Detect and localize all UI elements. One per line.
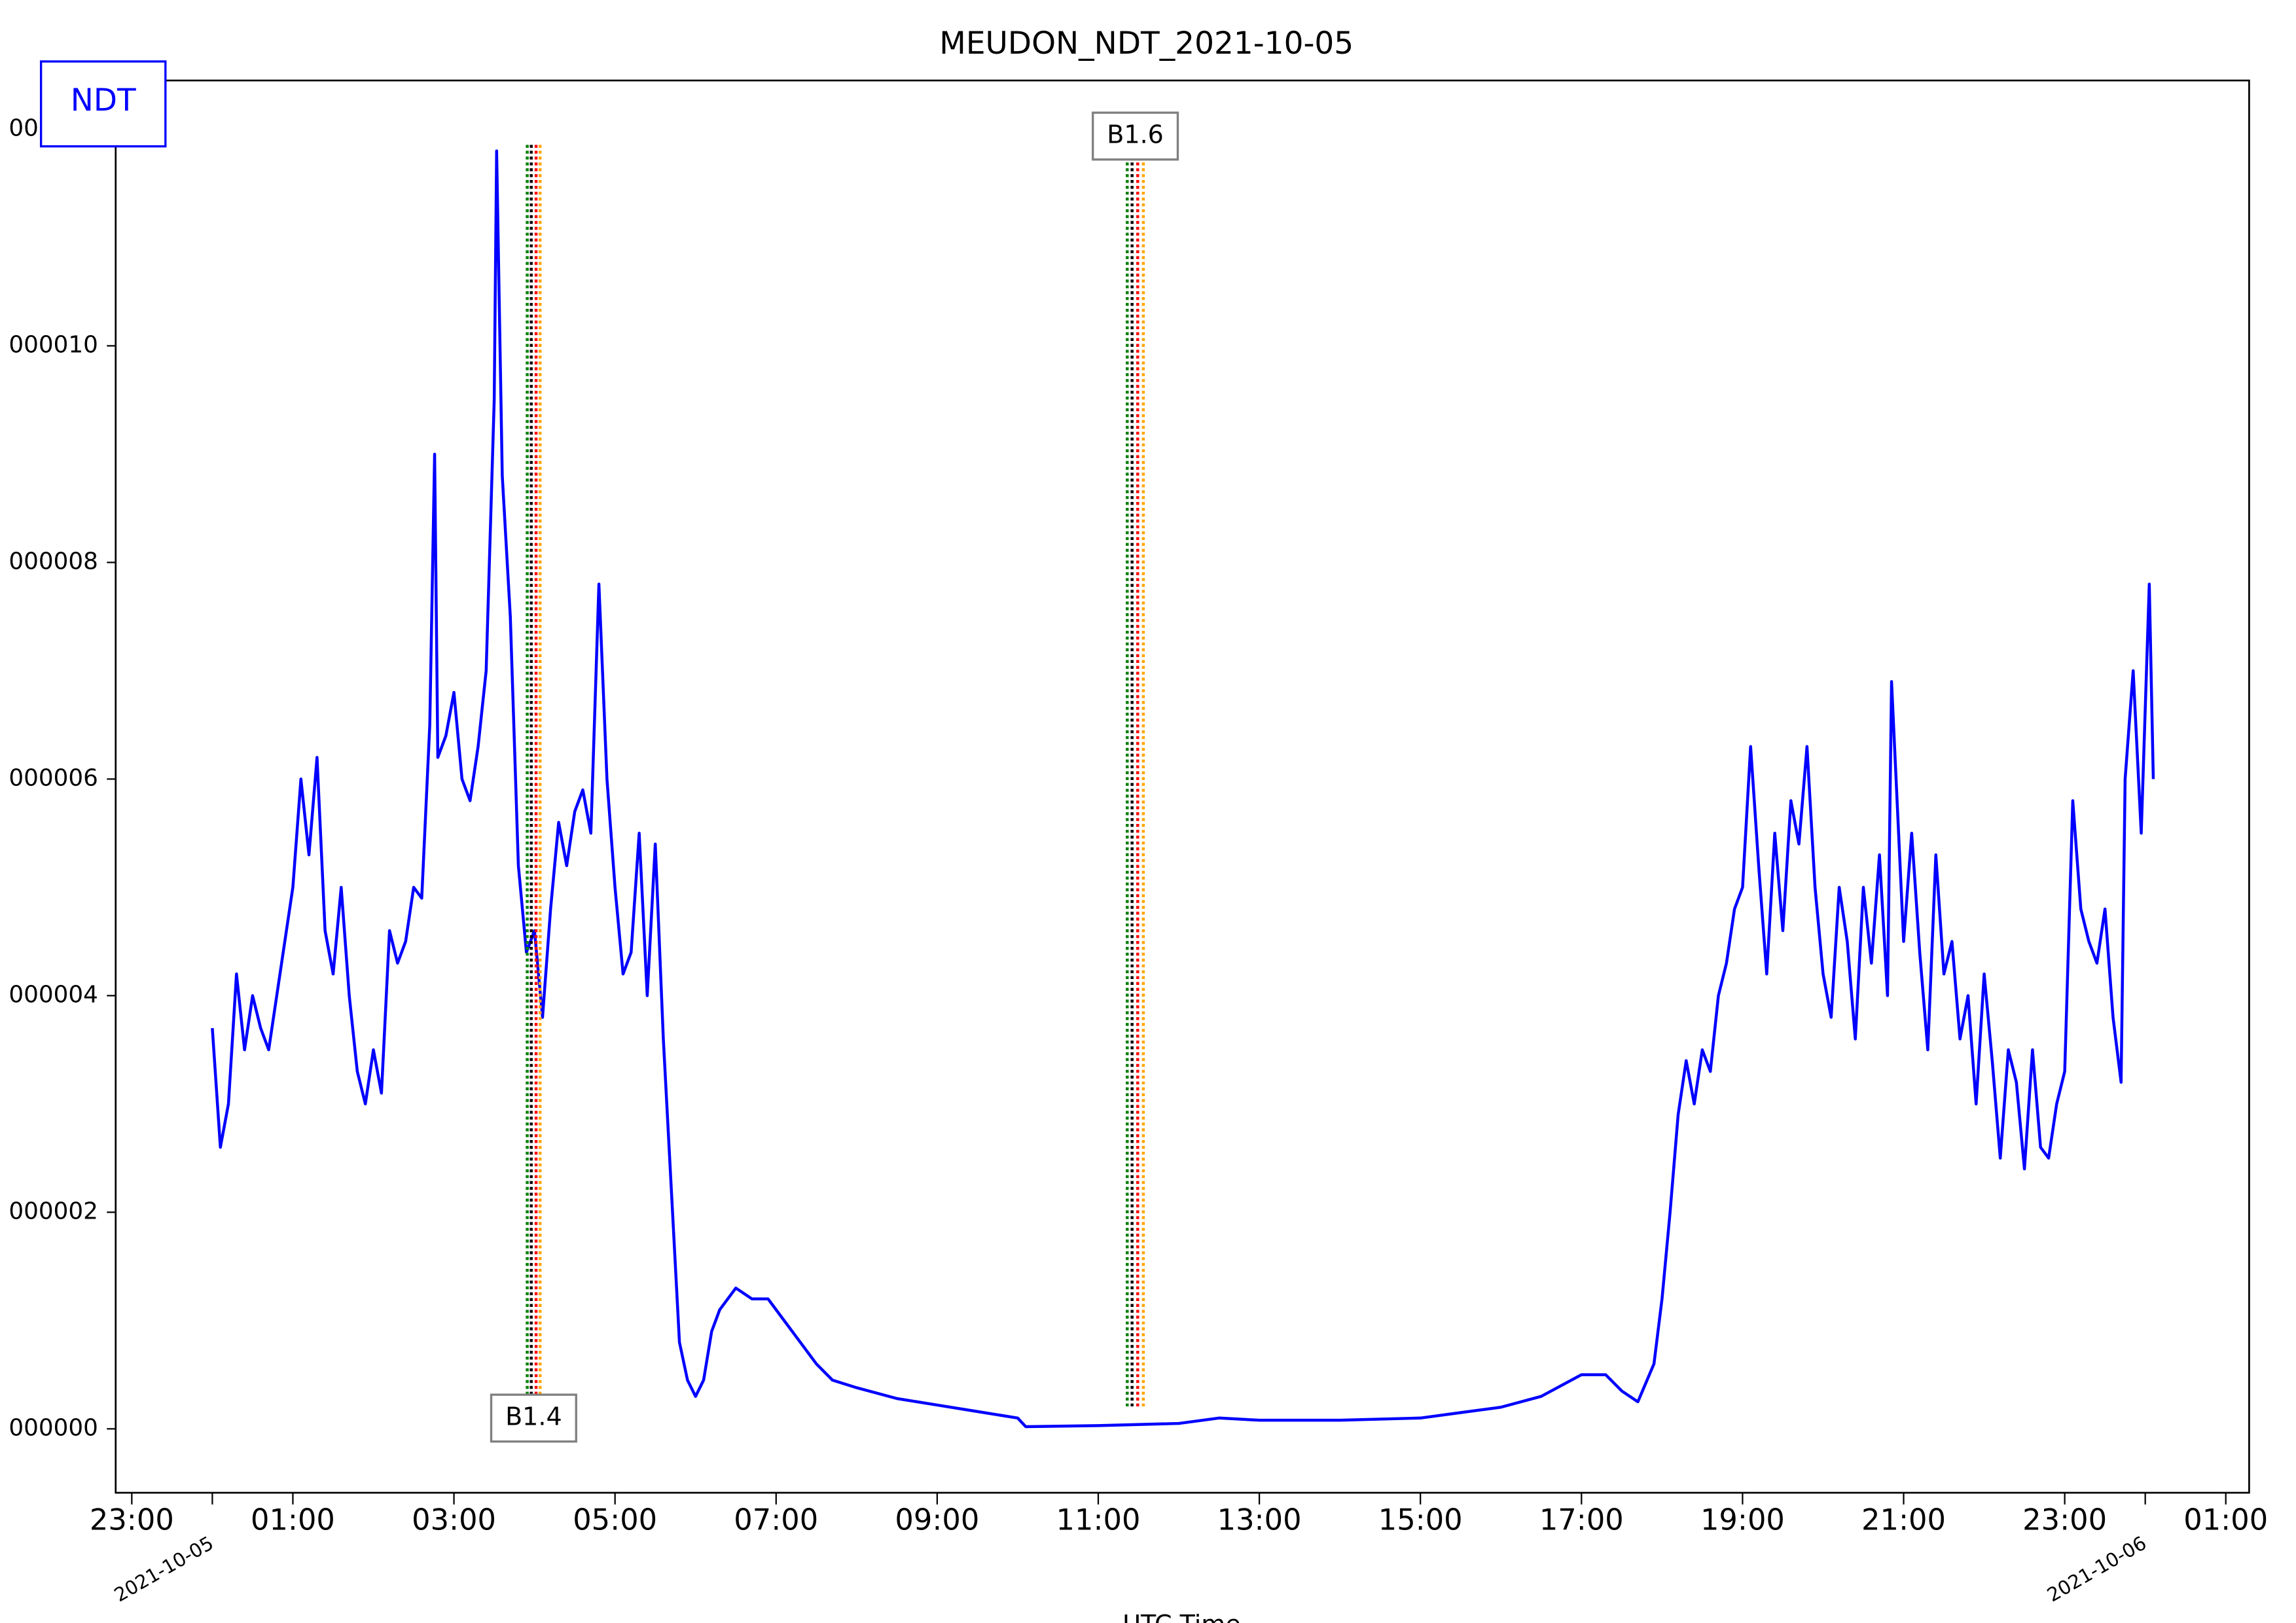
x-tick-label: 11:00	[1056, 1503, 1141, 1537]
y-tick-label: 000006	[9, 764, 98, 791]
x-tick-label: 23:00	[90, 1503, 174, 1537]
plot-frame	[115, 79, 2250, 1494]
x-tick-label: 03:00	[412, 1503, 496, 1537]
x-tick-label: 07:00	[734, 1503, 818, 1537]
y-tick-label: 000002	[9, 1198, 98, 1224]
event-label: B1.4	[505, 1402, 562, 1431]
annotation: NDT	[71, 82, 136, 118]
x-tick-label: 01:00	[251, 1503, 335, 1537]
date-tick-label: 2021-10-06	[2043, 1532, 2150, 1607]
annotation-box	[39, 60, 167, 148]
event-label-box	[1092, 111, 1179, 161]
y-tick-label: 000010	[9, 331, 98, 358]
date-tick-label: 2021-10-05	[111, 1532, 217, 1607]
y-tick-label: 000008	[9, 548, 98, 575]
event-label-box	[490, 1393, 577, 1443]
event-label: B1.6	[1107, 120, 1164, 149]
x-tick-label: 23:00	[2022, 1503, 2107, 1537]
y-tick-label: 000000	[9, 1414, 98, 1441]
x-axis-label: UTC Time	[1122, 1610, 1241, 1623]
x-tick-label: 15:00	[1378, 1503, 1463, 1537]
x-tick-label: 09:00	[895, 1503, 979, 1537]
x-tick-label: 17:00	[1539, 1503, 1624, 1537]
plot-area: 0000000000020000040000060000080000100000…	[9, 111, 2268, 1607]
chart-title: MEUDON_NDT_2021-10-05	[939, 26, 1354, 62]
x-tick-label: 05:00	[573, 1503, 657, 1537]
x-tick-label: 01:00	[2183, 1503, 2268, 1537]
data-line	[211, 149, 2155, 1429]
y-tick-label: 000004	[9, 981, 98, 1008]
x-tick-label: 19:00	[1700, 1503, 1785, 1537]
x-tick-label: 21:00	[1861, 1503, 1946, 1537]
x-tick-label: 13:00	[1217, 1503, 1302, 1537]
